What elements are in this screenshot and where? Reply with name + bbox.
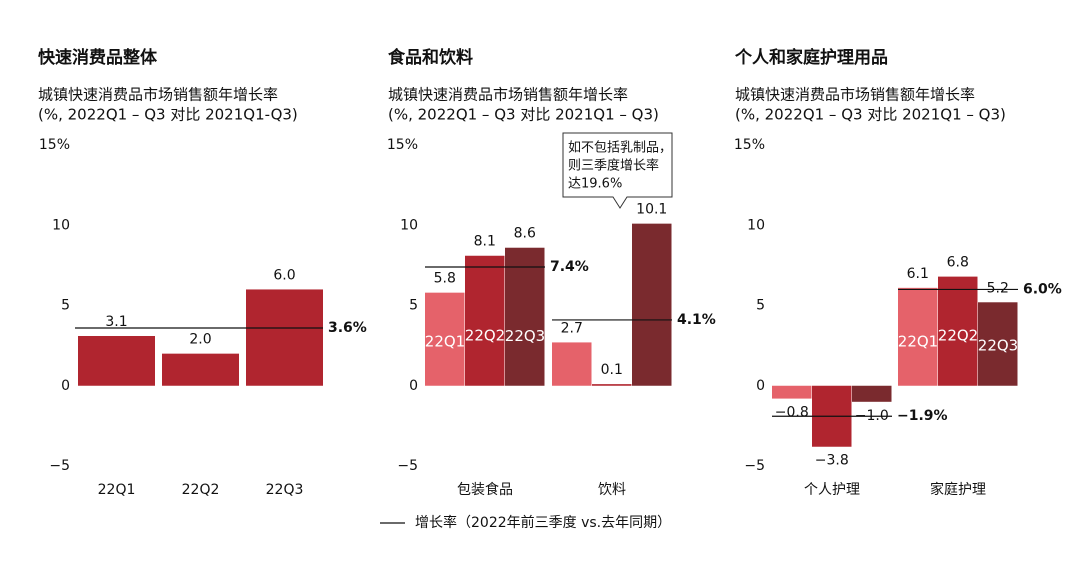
bar	[978, 302, 1018, 386]
annotation-box	[562, 132, 673, 209]
bar	[898, 287, 938, 386]
chart-title: 个人和家庭护理用品	[734, 47, 888, 68]
bar	[246, 289, 323, 386]
y-tick-label: 10	[400, 217, 418, 233]
bar	[592, 384, 632, 386]
chart-subtitle: (%, 2022Q1 – Q3 对比 2021Q1 – Q3)	[735, 106, 1006, 124]
y-tick-label: −5	[397, 458, 418, 474]
y-tick-label: 15%	[387, 137, 418, 153]
y-tick-label: −5	[744, 458, 765, 474]
reference-label: 6.0%	[1023, 281, 1062, 297]
value-label: 5.2	[987, 280, 1009, 296]
y-tick-label: 0	[756, 378, 765, 394]
value-label: −0.8	[775, 405, 809, 421]
series-label: 22Q2	[938, 326, 978, 344]
value-label: 6.8	[947, 255, 969, 271]
y-tick-label: −5	[49, 458, 70, 474]
y-tick-label: 15%	[39, 137, 70, 153]
bar	[425, 292, 465, 386]
y-tick-label: 0	[409, 378, 418, 394]
value-label: 2.7	[561, 320, 583, 336]
value-label: 8.6	[514, 226, 536, 242]
chart-subtitle: 城镇快速消费品市场销售额年增长率	[388, 86, 628, 104]
value-label: 3.1	[105, 314, 127, 330]
chart-subtitle: 城镇快速消费品市场销售额年增长率	[735, 86, 975, 104]
value-label: 8.1	[474, 234, 496, 250]
value-label: 6.0	[273, 267, 295, 283]
x-tick-label: 22Q3	[266, 482, 304, 498]
annotation: 如不包括乳制品，	[568, 140, 672, 156]
x-tick-label: 家庭护理	[930, 481, 986, 498]
value-label: −3.8	[815, 453, 849, 469]
y-tick-label: 5	[409, 298, 418, 314]
bar	[772, 385, 812, 399]
x-tick-label: 饮料	[598, 482, 626, 498]
bar	[465, 255, 505, 386]
value-label: 6.1	[907, 266, 929, 282]
series-label: 22Q3	[505, 327, 545, 345]
chart-subtitle: (%, 2022Q1 – Q3 对比 2021Q1-Q3)	[38, 106, 298, 124]
bar	[632, 223, 672, 386]
x-tick-label: 包装食品	[457, 481, 513, 498]
bar	[505, 247, 545, 386]
series-label: 22Q1	[425, 332, 465, 350]
chart-subtitle: (%, 2022Q1 – Q3 对比 2021Q1 – Q3)	[388, 106, 659, 124]
value-label: 2.0	[189, 332, 211, 348]
reference-label: 3.6%	[328, 320, 367, 336]
y-tick-label: 5	[61, 298, 70, 314]
y-tick-label: 5	[756, 298, 765, 314]
x-tick-label: 个人护理	[804, 482, 860, 498]
y-tick-label: 10	[52, 217, 70, 233]
reference-label: −1.9%	[897, 408, 948, 424]
chart-subtitle: 城镇快速消费品市场销售额年增长率	[38, 86, 278, 104]
reference-label: 7.4%	[550, 259, 589, 275]
y-tick-label: 10	[747, 217, 765, 233]
series-label: 22Q3	[978, 336, 1018, 354]
value-label: 5.8	[434, 271, 456, 287]
annotation: 则三季度增长率	[568, 158, 659, 174]
value-label: 10.1	[636, 202, 667, 218]
bar	[552, 342, 592, 386]
series-label: 22Q1	[898, 332, 938, 350]
x-tick-label: 22Q2	[182, 482, 220, 498]
chart-title: 快速消费品整体	[38, 47, 158, 68]
y-tick-label: 0	[61, 378, 70, 394]
chart-title: 食品和饮料	[388, 47, 473, 68]
reference-label: 4.1%	[677, 312, 716, 328]
y-tick-label: 15%	[734, 137, 765, 153]
series-label: 22Q2	[465, 326, 505, 344]
value-label: 0.1	[601, 362, 623, 378]
bar	[852, 385, 892, 402]
bar	[938, 276, 978, 386]
bar	[162, 353, 239, 386]
x-tick-label: 22Q1	[98, 482, 136, 498]
bar	[78, 335, 155, 386]
legend-label: 增长率（2022年前三季度 vs.去年同期）	[415, 514, 671, 531]
annotation: 达19.6%	[568, 177, 622, 192]
